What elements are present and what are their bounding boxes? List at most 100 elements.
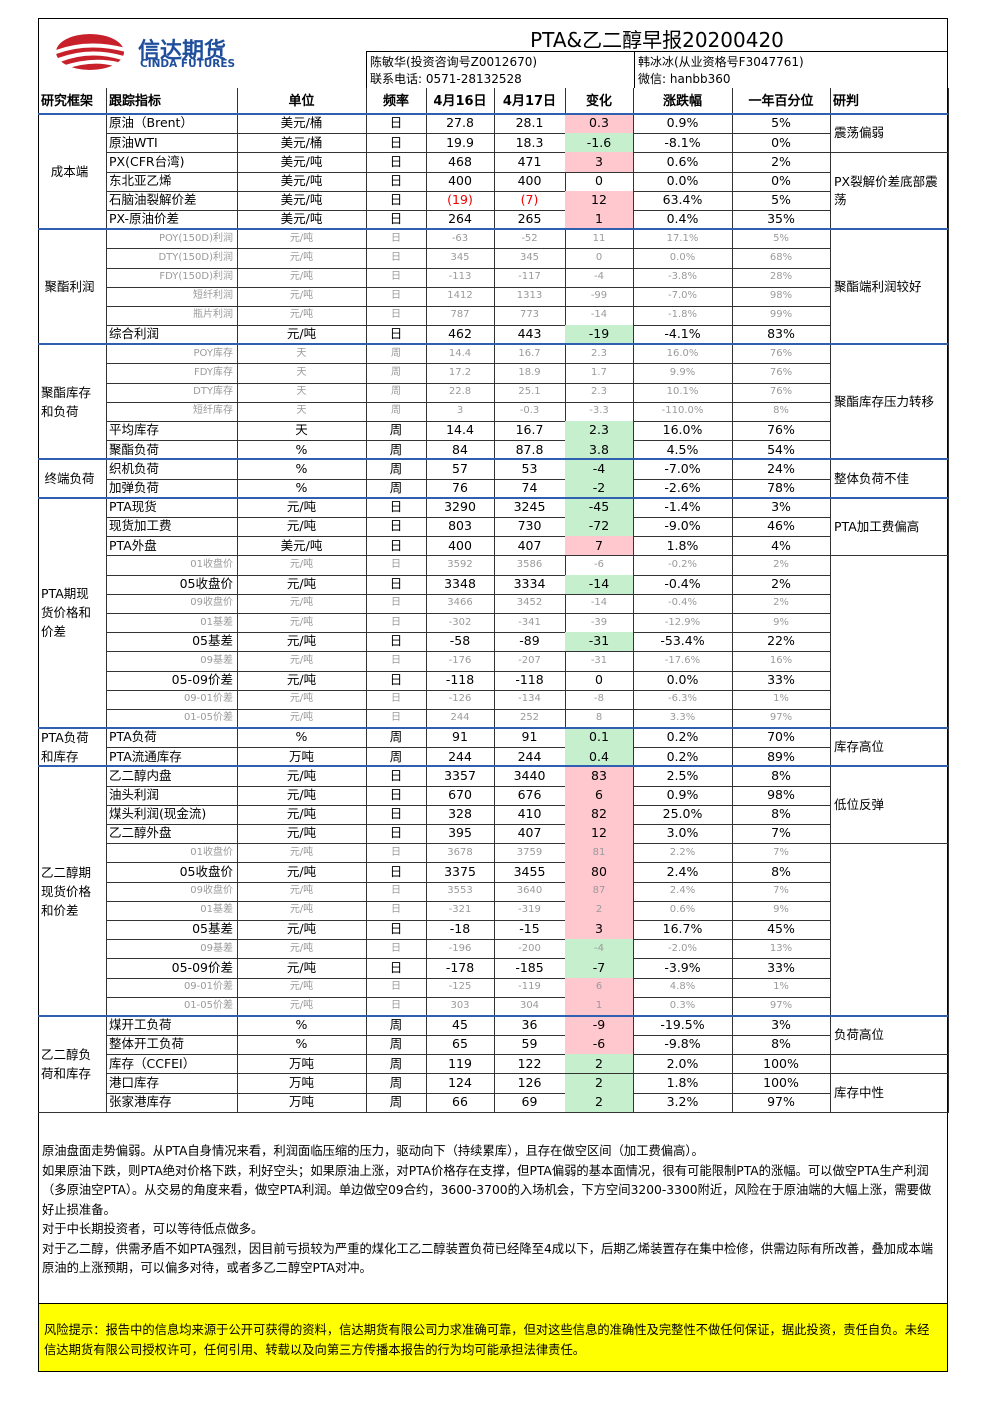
- table-cell: 17.2: [426, 363, 495, 384]
- table-cell: 美元/吨: [237, 171, 367, 192]
- table-cell: 周: [366, 728, 427, 749]
- table-cell: 3553: [426, 881, 495, 902]
- table-cell: 22%: [732, 632, 831, 653]
- table-cell: -7.0%: [633, 459, 733, 480]
- table-cell: 24%: [732, 459, 831, 480]
- table-cell: 76%: [732, 382, 831, 403]
- judgment: 聚酯库存压力转移: [830, 344, 949, 461]
- summary-paragraph: 对于中长期投资者，可以等待低点做多。: [42, 1222, 264, 1236]
- table-cell: 7%: [732, 824, 831, 845]
- table-cell: 69: [494, 1092, 566, 1113]
- table-cell: -7: [565, 958, 634, 979]
- table-cell: 1313: [494, 286, 566, 307]
- table-cell: 28%: [732, 267, 831, 288]
- table-cell: 119: [426, 1054, 495, 1075]
- indicator: 库存（CCFEI）: [106, 1054, 238, 1075]
- table-cell: 3678: [426, 843, 495, 864]
- table-cell: 日: [366, 190, 427, 211]
- table-cell: 元/吨: [237, 497, 367, 518]
- table-cell: 3348: [426, 574, 495, 595]
- table-cell: 日: [366, 689, 427, 710]
- table-cell: 3.2%: [633, 1092, 733, 1113]
- table-cell: 元/吨: [237, 670, 367, 691]
- report-title: PTA&乙二醇早报20200420: [530, 28, 784, 52]
- table-cell: 元/吨: [237, 267, 367, 288]
- table-cell: 2%: [732, 593, 831, 614]
- table-cell: 0.9%: [633, 785, 733, 806]
- table-cell: 3: [426, 401, 495, 423]
- table-cell: 6: [565, 785, 634, 806]
- column-header: 单位: [237, 88, 367, 115]
- column-header: 研究框架: [38, 88, 107, 115]
- table-cell: 3.3%: [633, 708, 733, 730]
- indicator: 油头利润: [106, 785, 238, 806]
- table-cell: 0.6%: [633, 900, 733, 921]
- table-cell: 670: [426, 785, 495, 806]
- table-cell: 33%: [732, 958, 831, 979]
- table-cell: 400: [494, 171, 566, 192]
- table-cell: 元/吨: [237, 593, 367, 614]
- table-cell: 81: [565, 843, 634, 864]
- table-cell: 天: [237, 401, 367, 423]
- table-cell: 周: [366, 440, 427, 461]
- table-cell: 3%: [732, 497, 831, 518]
- table-cell: 日: [366, 958, 427, 979]
- table-cell: 周: [366, 363, 427, 384]
- table-cell: -19.5%: [633, 1015, 733, 1037]
- table-cell: 3245: [494, 497, 566, 518]
- table-cell: 日: [366, 862, 427, 883]
- table-cell: -8: [565, 689, 634, 710]
- table-cell: 244: [494, 747, 566, 768]
- group-separator: [38, 1014, 948, 1017]
- table-cell: 76: [426, 478, 495, 499]
- indicator: 09基差: [106, 651, 238, 672]
- summary-paragraph: 如果原油下跌，则PTA绝对价格下跌，利好空头；如果原油上涨，对PTA价格存在支撑…: [42, 1163, 932, 1217]
- table-cell: 3452: [494, 593, 566, 614]
- summary-text: 原油盘面走势偏弱。从PTA自身情况来看，利润面临压缩的压力，驱动向下（持续累库）…: [42, 1142, 942, 1279]
- analyst: 韩冰冰(从业资格号F3047761): [638, 55, 804, 69]
- table-cell: (19): [426, 190, 495, 211]
- table-cell: 日: [366, 708, 427, 730]
- indicator: 01收盘价: [106, 555, 238, 576]
- table-cell: 元/吨: [237, 785, 367, 806]
- table-cell: -2.0%: [633, 939, 733, 960]
- table-cell: 0: [565, 670, 634, 691]
- table-cell: 日: [366, 229, 427, 250]
- table-cell: 万吨: [237, 747, 367, 768]
- indicator: FDY(150D)利润: [106, 267, 238, 288]
- table-cell: 0.2%: [633, 747, 733, 768]
- table-cell: 周: [366, 1015, 427, 1037]
- indicator: 综合利润: [106, 325, 238, 346]
- table-cell: 9%: [732, 900, 831, 921]
- table-cell: 74: [494, 478, 566, 499]
- indicator: 张家港库存: [106, 1092, 238, 1113]
- indicator: 煤开工负荷: [106, 1015, 238, 1037]
- table-cell: 2.4%: [633, 862, 733, 883]
- group-separator: [38, 496, 948, 499]
- table-cell: 2.2%: [633, 843, 733, 864]
- indicator: 09收盘价: [106, 881, 238, 902]
- table-cell: 35%: [732, 209, 831, 231]
- table-cell: 8%: [732, 766, 831, 787]
- table-cell: -1.4%: [633, 497, 733, 518]
- table-cell: 33%: [732, 670, 831, 691]
- table-cell: 日: [366, 286, 427, 307]
- indicator: 05基差: [106, 632, 238, 653]
- table-cell: 日: [366, 267, 427, 288]
- judgment: 库存中性: [830, 1073, 949, 1113]
- table-cell: 元/吨: [237, 325, 367, 346]
- indicator: 港口库存: [106, 1073, 238, 1094]
- table-cell: 日: [366, 325, 427, 346]
- table-cell: 1.8%: [633, 1073, 733, 1094]
- table-cell: 80: [565, 862, 634, 883]
- table-cell: 68%: [732, 248, 831, 269]
- table-cell: 16.7%: [633, 919, 733, 941]
- judgment: 低位反弹: [830, 766, 949, 845]
- table-cell: 2%: [732, 555, 831, 576]
- indicator: PTA外盘: [106, 536, 238, 557]
- indicator: 05收盘价: [106, 574, 238, 595]
- indicator: POY库存: [106, 344, 238, 365]
- summary-paragraph: 对于乙二醇，供需矛盾不如PTA强烈，因目前亏损较为严重的煤化工乙二醇装置负荷已经…: [42, 1241, 933, 1276]
- header-divider: [634, 51, 635, 88]
- table-cell: 1%: [732, 689, 831, 710]
